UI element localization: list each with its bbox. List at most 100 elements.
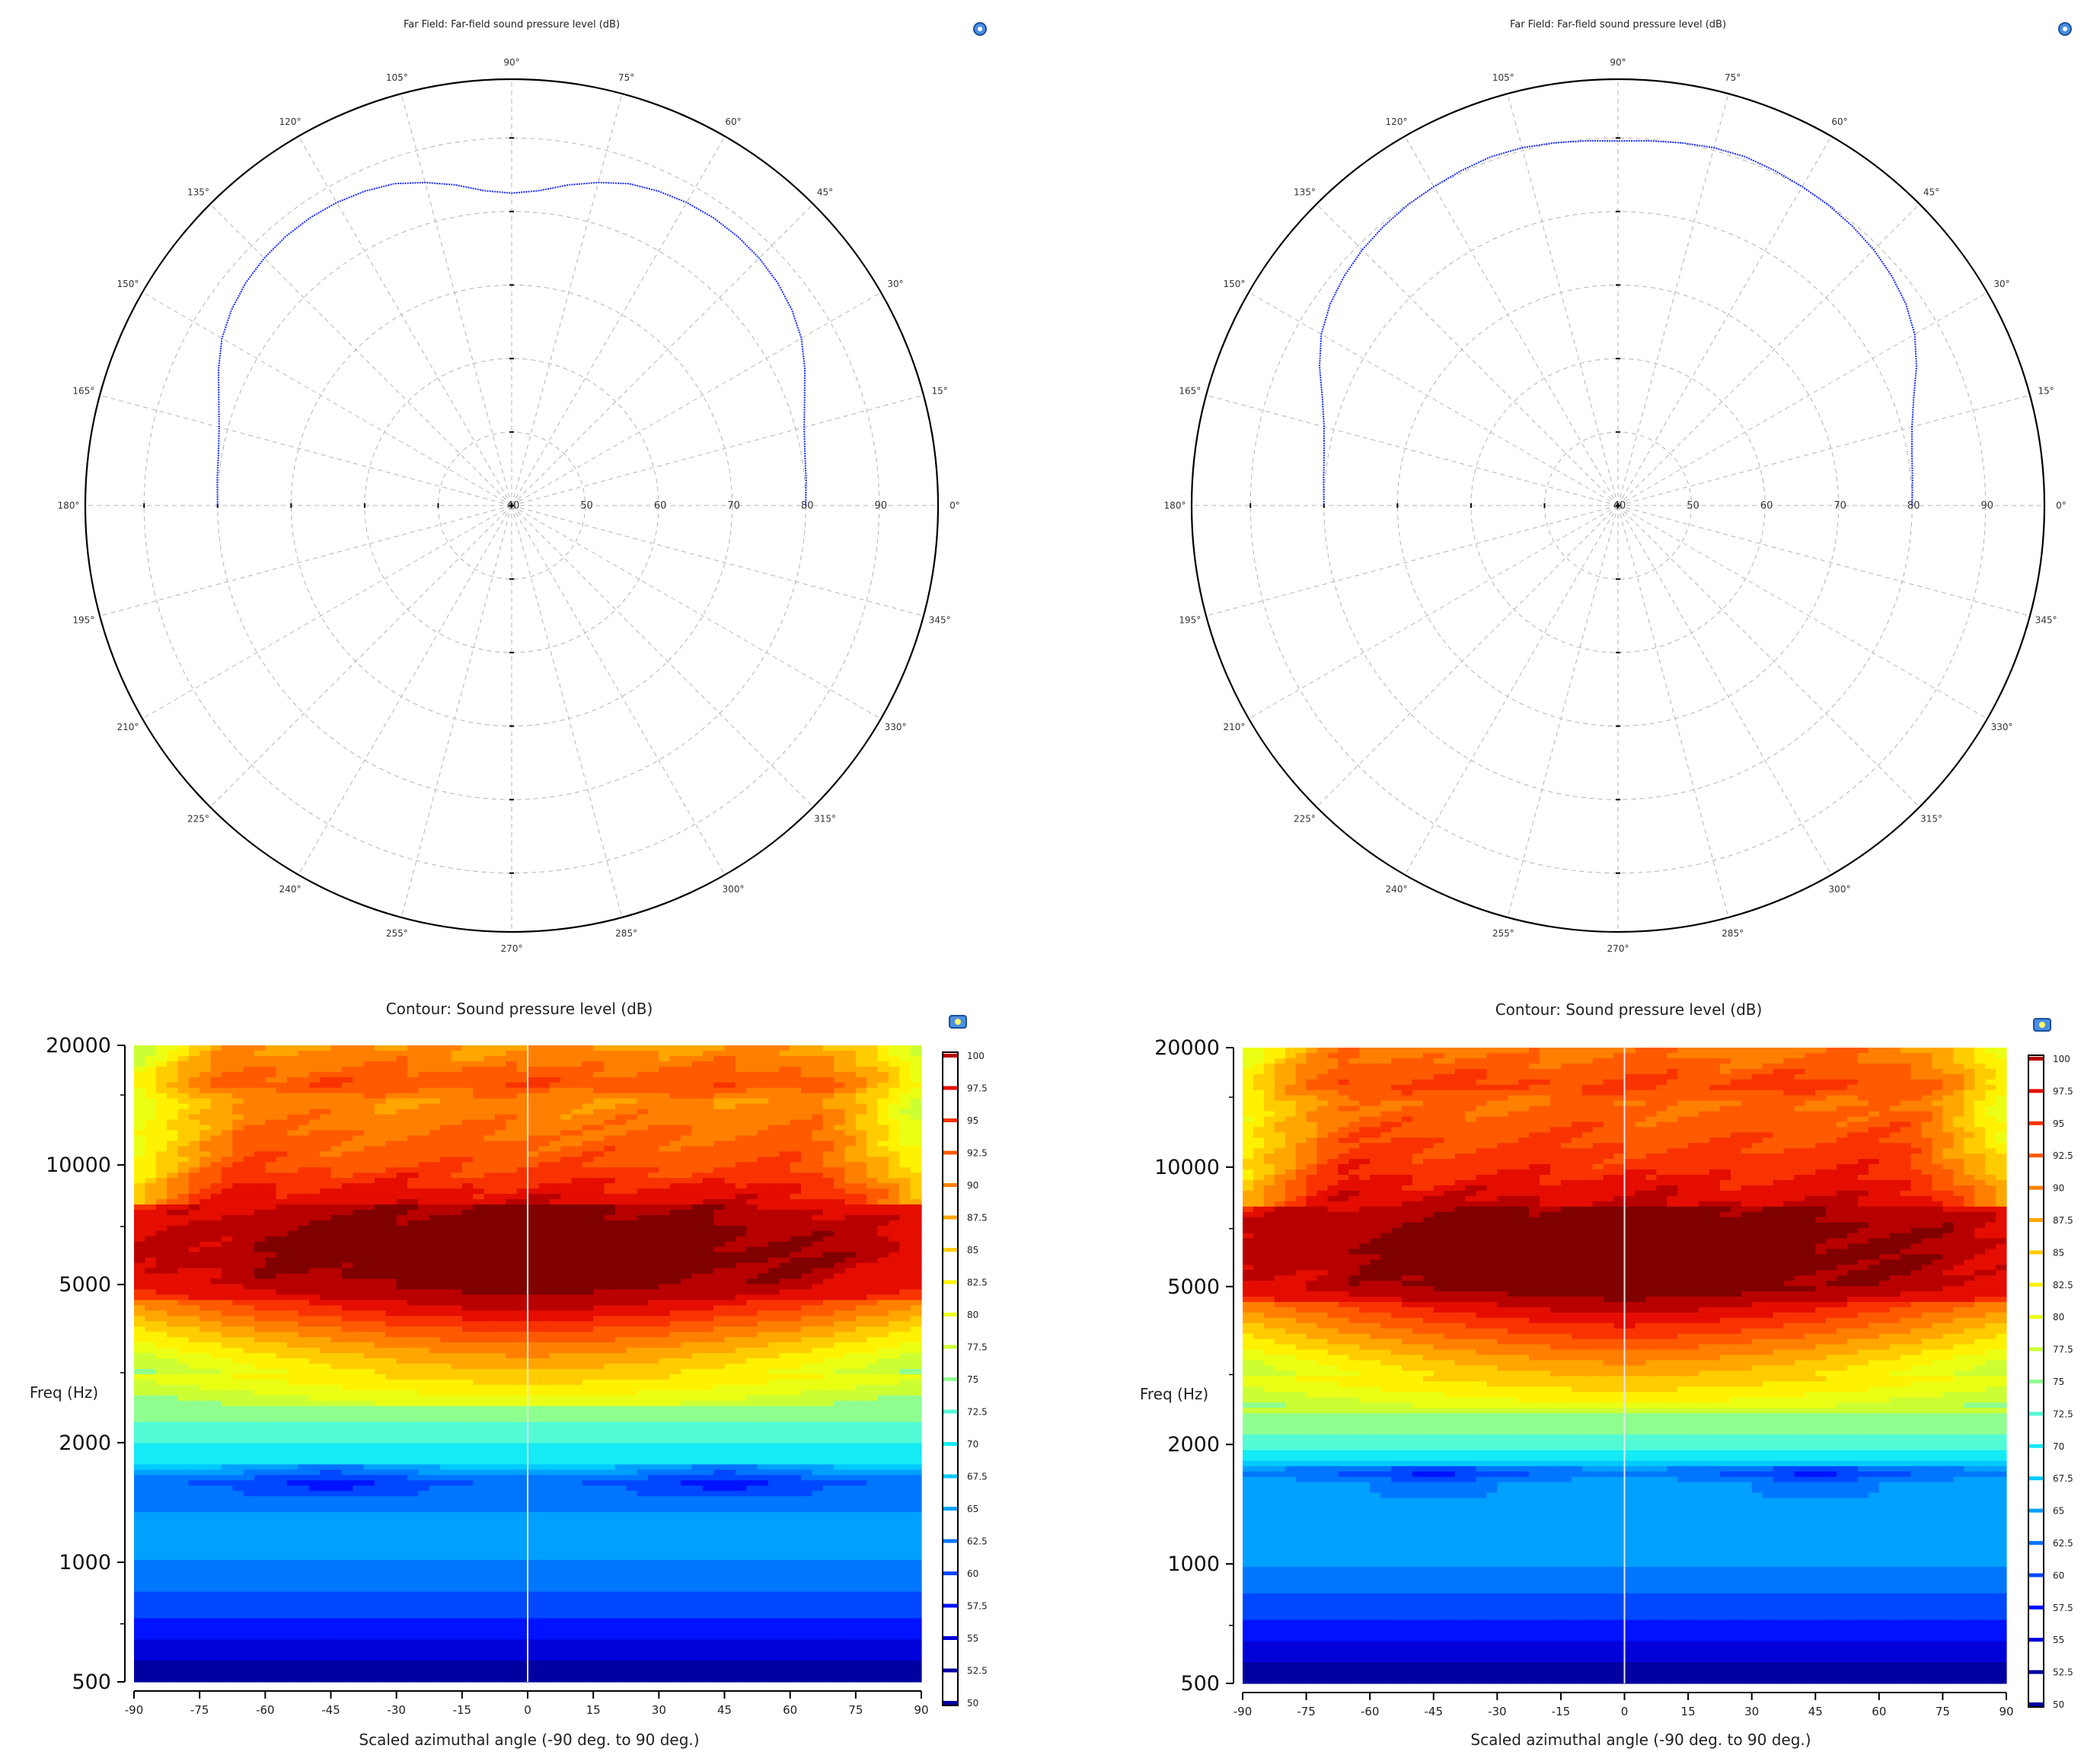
polar-angle-tick-label: 120°: [1386, 116, 1408, 127]
contour-cell: [177, 1115, 189, 1121]
contour-cell: [462, 1077, 474, 1083]
contour-cell: [550, 1188, 561, 1195]
contour-cell: [353, 1199, 364, 1205]
contour-cell: [397, 1396, 408, 1402]
contour-cell: [189, 1337, 200, 1343]
contour-cell: [856, 1263, 867, 1269]
contour-cell: [244, 1242, 255, 1248]
contour-cell: [637, 1326, 649, 1332]
contour-cell: [342, 1369, 353, 1375]
contour-cell: [385, 1077, 397, 1083]
contour-cell: [878, 1067, 889, 1073]
contour-cell: [844, 1252, 856, 1259]
contour-cell: [199, 1294, 211, 1300]
contour-cell: [462, 1284, 474, 1291]
contour-cell: [298, 1167, 309, 1173]
contour-cell: [626, 1093, 637, 1099]
contour-cell: [211, 1396, 222, 1402]
contour-cell: [648, 1077, 659, 1083]
contour-cell: [375, 1109, 386, 1115]
contour-cell: [265, 1364, 276, 1370]
contour-cell: [703, 1289, 714, 1295]
contour-cell: [473, 1178, 484, 1184]
contour-cell: [353, 1326, 364, 1332]
contour-cell: [342, 1374, 353, 1380]
contour-cell: [232, 1231, 244, 1237]
contour-cell: [375, 1294, 386, 1300]
contour-cell: [790, 1337, 802, 1343]
contour-cell: [397, 1072, 408, 1078]
contour-cell: [385, 1369, 397, 1375]
contour-cell: [397, 1268, 408, 1275]
contour-cell: [659, 1369, 670, 1375]
contour-cell: [506, 1109, 517, 1115]
contour-cell: [801, 1056, 812, 1062]
contour-cell: [779, 1390, 790, 1396]
contour-cell: [232, 1247, 244, 1253]
contour-cell: [779, 1135, 790, 1141]
contour-cell: [407, 1072, 419, 1078]
contour-cell: [550, 1369, 561, 1375]
contour-cell: [232, 1135, 244, 1141]
contour-cell: [538, 1093, 550, 1099]
contour-cell: [276, 1099, 288, 1105]
contour-cell: [659, 1083, 670, 1089]
contour-cell: [451, 1374, 462, 1380]
contour-cell: [801, 1252, 812, 1259]
contour-cell: [167, 1056, 178, 1062]
contour-cell: [823, 1274, 835, 1280]
contour-cell: [375, 1204, 386, 1211]
contour-cell: [353, 1120, 364, 1126]
contour-cell: [473, 1390, 484, 1396]
contour-cell: [790, 1056, 802, 1062]
contour-cell: [244, 1358, 255, 1364]
contour-cell: [605, 1083, 616, 1089]
contour-cell: [177, 1093, 189, 1099]
contour-cell: [560, 1215, 572, 1221]
contour-cell: [484, 1337, 496, 1343]
contour-cell: [506, 1353, 517, 1359]
contour-cell: [691, 1316, 703, 1322]
contour-cell: [746, 1274, 758, 1280]
contour-cell: [626, 1157, 637, 1163]
contour-cell: [758, 1204, 769, 1211]
contour-cell: [265, 1162, 276, 1168]
contour-cell: [473, 1194, 484, 1200]
legend-toggle-icon[interactable]: [974, 23, 986, 35]
contour-cell: [648, 1252, 659, 1259]
contour-cell: [385, 1284, 397, 1291]
contour-cell: [375, 1396, 386, 1402]
contour-cell: [364, 1263, 375, 1269]
contour-cell: [659, 1067, 670, 1073]
contour-cell: [659, 1284, 670, 1291]
contour-cell: [571, 1188, 582, 1195]
contour-cell: [560, 1242, 572, 1248]
legend-toggle-icon[interactable]: [949, 1016, 966, 1028]
polar-spoke: [512, 506, 725, 875]
contour-cell: [691, 1120, 703, 1126]
contour-cell: [703, 1173, 714, 1179]
contour-cell: [812, 1141, 823, 1147]
contour-cell: [801, 1258, 812, 1264]
contour-cell: [517, 1374, 528, 1380]
contour-cell: [462, 1289, 474, 1295]
contour-cell: [713, 1284, 725, 1291]
contour-cell: [495, 1396, 506, 1402]
contour-cell: [385, 1258, 397, 1264]
contour-cell: [758, 1226, 769, 1232]
contour-cell: [298, 1353, 309, 1359]
legend-toggle-icon[interactable]: [2059, 23, 2071, 35]
contour-cell: [582, 1364, 594, 1370]
contour-cell: [353, 1274, 364, 1280]
contour-cell: [560, 1157, 572, 1163]
contour-cell: [703, 1279, 714, 1285]
contour-cell: [659, 1045, 670, 1051]
contour-cell: [167, 1167, 178, 1173]
contour-cell: [309, 1231, 321, 1237]
contour-cell: [189, 1188, 200, 1195]
contour-cell: [342, 1236, 353, 1243]
contour-cell: [309, 1157, 321, 1163]
contour-cell: [287, 1120, 298, 1126]
contour-cell: [440, 1135, 452, 1141]
contour-cell: [582, 1141, 594, 1147]
